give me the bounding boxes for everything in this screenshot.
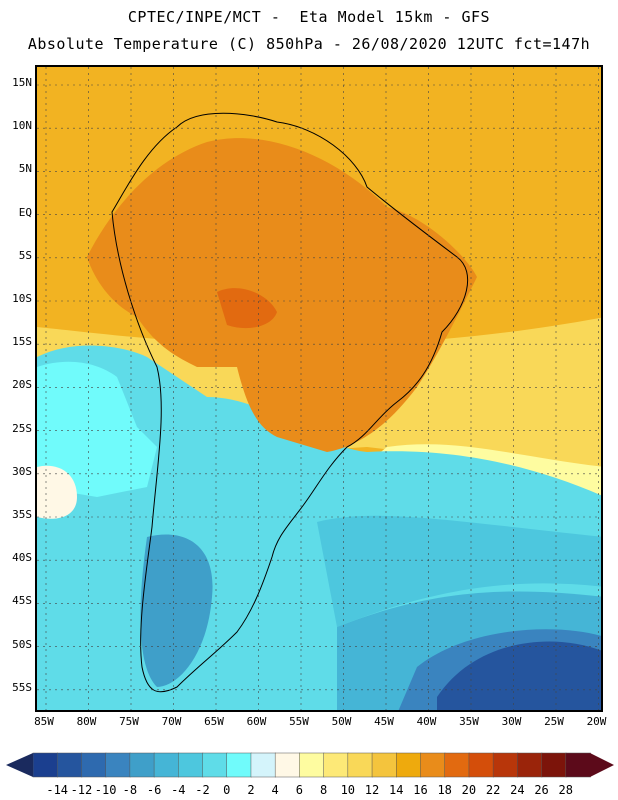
legend-swatch: [371, 752, 398, 778]
lat-label: 5S: [18, 248, 32, 262]
lat-label: 30S: [12, 464, 32, 478]
legend-swatch: [32, 752, 58, 778]
legend-swatch: [299, 752, 325, 778]
legend-label: 2: [247, 783, 255, 797]
legend-swatch: [420, 752, 446, 778]
legend-label: 0: [223, 783, 231, 797]
lon-label: 65W: [204, 715, 224, 728]
legend-label: 26: [534, 783, 549, 797]
lon-label: 70W: [161, 715, 182, 728]
lat-label: 20S: [12, 378, 32, 392]
temperature-band-6-8: [37, 465, 77, 519]
legend-swatch: [250, 752, 276, 778]
legend-label: 12: [364, 783, 380, 797]
legend-swatch: [105, 752, 131, 778]
lon-label: 40W: [416, 715, 437, 728]
legend-label: 8: [319, 783, 328, 797]
lat-label: 15S: [12, 335, 32, 349]
legend-label: 18: [437, 783, 452, 797]
lat-label: 40S: [12, 551, 32, 565]
legend-swatch: [565, 752, 591, 778]
legend-swatch: [56, 752, 83, 778]
legend-label: 14: [389, 783, 404, 797]
legend-swatch: [129, 752, 155, 778]
graticule: [37, 67, 601, 710]
lon-label: 50W: [331, 715, 352, 728]
temperature-band-2-4: [37, 361, 157, 497]
lon-label: 60W: [246, 715, 267, 728]
legend-label: 20: [461, 783, 477, 797]
legend-label: 16: [413, 783, 428, 797]
lon-label: 30W: [501, 715, 522, 728]
lon-label: 35W: [459, 715, 479, 728]
legend-label: 22: [485, 783, 501, 797]
lat-label: 45S: [12, 594, 32, 608]
legend-swatch: [517, 752, 543, 778]
legend-swatch: [468, 752, 494, 778]
legend-swatch: [492, 752, 519, 778]
temperature-band-18-20: [87, 138, 477, 452]
legend-label: -2: [195, 783, 210, 797]
temperature-band-minus2-0: [317, 515, 601, 627]
legend-arrow-left: [6, 753, 33, 777]
temperature-band-minus12-minus10: [437, 641, 601, 710]
lon-label: 75W: [119, 715, 139, 728]
legend-label: 4: [271, 783, 279, 797]
lat-label: EQ: [18, 205, 32, 219]
lat-label: 25S: [12, 421, 32, 435]
south-america-coastline: [111, 112, 469, 693]
legend-swatch: [153, 752, 180, 778]
legend-label: -12: [70, 783, 93, 797]
lon-label: 25W: [544, 715, 564, 728]
lat-label: 55S: [12, 680, 32, 694]
lat-label: 10N: [12, 119, 32, 133]
legend-swatch: [274, 752, 301, 778]
legend-label: 28: [558, 783, 573, 797]
lat-label: 15N: [12, 76, 32, 89]
legend-label: 6: [295, 783, 303, 797]
legend-label: -14: [46, 783, 69, 797]
lat-label: 35S: [12, 508, 32, 521]
legend-label: -6: [146, 783, 162, 797]
temperature-map: [35, 65, 603, 712]
lat-label: 50S: [12, 637, 32, 651]
lat-label: 10S: [12, 292, 32, 305]
legend-swatch: [178, 752, 204, 778]
legend-swatch: [347, 752, 373, 778]
legend-label: -10: [94, 783, 117, 797]
lat-label: 5N: [18, 162, 32, 176]
map-title-line-1: CPTEC/INPE/MCT - Eta Model 15km - GFS: [127, 8, 491, 26]
temperature-band-20-22: [217, 288, 277, 329]
legend-swatch: [541, 752, 567, 778]
legend-label: -4: [171, 783, 186, 797]
legend-swatch: [444, 752, 470, 778]
color-legend: [6, 752, 614, 778]
legend-swatch: [81, 752, 107, 778]
lon-label: 80W: [76, 715, 97, 728]
lon-label: 20W: [586, 715, 607, 728]
legend-swatch: [202, 752, 228, 778]
legend-swatch: [323, 752, 349, 778]
legend-arrow-right: [590, 753, 614, 777]
lon-label: 45W: [374, 715, 394, 728]
legend-swatch: [226, 752, 252, 778]
temperature-band-minus6-minus4: [140, 534, 213, 687]
legend-swatch: [396, 752, 422, 778]
legend-label: 24: [510, 783, 525, 797]
lon-label: 55W: [289, 715, 309, 728]
legend-label: 10: [340, 783, 356, 797]
lon-label: 85W: [34, 715, 54, 728]
map-title-line-2: Absolute Temperature (C) 850hPa - 26/08/…: [27, 35, 591, 53]
legend-label: -8: [122, 783, 138, 797]
